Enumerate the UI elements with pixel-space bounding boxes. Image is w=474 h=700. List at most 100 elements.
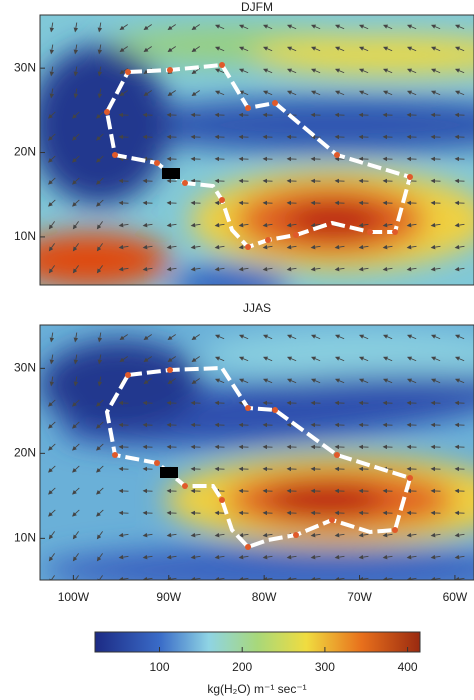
wind-arrow (72, 531, 79, 540)
wind-arrow (190, 244, 201, 250)
wind-arrow (72, 265, 79, 274)
wind-arrow (455, 378, 465, 384)
wind-arrow (167, 46, 176, 53)
marker-box (160, 467, 178, 478)
wind-arrow (430, 532, 441, 538)
wind-arrow (359, 24, 369, 30)
wind-arrow (73, 66, 79, 77)
wind-arrow (454, 266, 465, 272)
wind-arrow (191, 90, 200, 97)
wind-arrow (49, 22, 55, 33)
wind-arrow (72, 575, 79, 580)
wind-arrow (48, 443, 56, 451)
wind-arrow (214, 222, 225, 228)
frame (39, 324, 474, 581)
wind-arrow (287, 24, 297, 30)
wind-arrow (287, 46, 297, 52)
wind-arrow (262, 266, 273, 272)
wind-arrow (72, 243, 79, 252)
wind-arrow (215, 356, 225, 362)
wind-arrow (96, 177, 104, 185)
wind-arrow (358, 244, 369, 250)
wind-arrow (263, 24, 273, 30)
wind-arrow (49, 376, 55, 387)
wind-arrow (166, 244, 177, 250)
wind-arrow (49, 332, 55, 343)
wind-arrow (239, 46, 249, 52)
wind-arrow (119, 68, 128, 75)
wind-arrow (310, 222, 321, 228)
field-jjas (40, 325, 474, 580)
wind-arrow (406, 576, 417, 580)
wind-arrow (97, 66, 103, 77)
wind-arrow (335, 356, 345, 362)
wind-arrow (359, 90, 369, 96)
wind-arrow (286, 266, 297, 272)
wind-arrow (48, 199, 56, 207)
wind-arrow (310, 532, 321, 538)
wind-arrow (311, 378, 321, 384)
wind-arrow (191, 334, 200, 341)
wind-arrow (262, 554, 273, 560)
wind-arrow (407, 334, 417, 340)
wind-arrow (455, 90, 465, 96)
wind-arrow (166, 554, 177, 560)
wind-arrow (73, 354, 79, 365)
wind-arrow (214, 554, 225, 560)
wind-arrow (382, 532, 393, 538)
wind-arrow (359, 334, 369, 340)
colorbar-tick-label: 300 (315, 660, 335, 674)
wind-arrow (118, 244, 129, 250)
wind-arrow (190, 532, 201, 538)
wind-arrow (455, 334, 465, 340)
wind-arrow (49, 44, 55, 55)
route (104, 62, 413, 250)
wind-arrow (287, 334, 297, 340)
wind-arrow (96, 421, 104, 429)
wind-arrow (358, 532, 369, 538)
wind-arrow (191, 68, 200, 75)
wind-arrow (48, 487, 56, 495)
wind-arrow (191, 24, 200, 31)
panel-title: DJFM (241, 0, 273, 14)
wind-arrow (72, 111, 80, 119)
panel-title: JJAS (243, 301, 271, 315)
wind-arrow (359, 378, 369, 384)
wind-arrow (96, 221, 103, 230)
wind-arrow (48, 421, 56, 429)
y-tick-label: 10N (14, 531, 36, 545)
y-tick-label: 30N (14, 60, 36, 74)
wind-arrow (48, 155, 56, 163)
wind-arrow (334, 554, 345, 560)
wind-arrow (49, 354, 55, 365)
wind-arrow (166, 532, 177, 538)
wind-arrow (430, 222, 441, 228)
wind-arrow (454, 222, 465, 228)
wind-arrow (431, 68, 441, 74)
wind-arrow (406, 222, 417, 228)
wind-arrow (96, 465, 104, 473)
wind-arrow (49, 88, 55, 99)
y-tick-label: 20N (14, 145, 36, 159)
wind-arrow (97, 376, 103, 387)
wind-arrow (431, 90, 441, 96)
x-tick-label: 80W (252, 590, 277, 604)
wind-arrow (238, 576, 249, 580)
wind-arrow (287, 90, 297, 96)
wind-arrow (96, 265, 103, 274)
wind-arrow (118, 222, 129, 228)
wind-arrow (239, 334, 249, 340)
wind-arrow (310, 576, 321, 580)
colorbar-tick-label: 100 (149, 660, 169, 674)
wind-arrow (48, 575, 55, 580)
wind-arrow (72, 133, 80, 141)
wind-arrow (215, 24, 225, 30)
wind-arrow (239, 24, 249, 30)
wind-arrow (407, 356, 417, 362)
wind-arrow (119, 356, 128, 363)
wind-arrow (263, 68, 273, 74)
wind-arrow (119, 46, 128, 53)
wind-arrow (48, 553, 55, 562)
colorbar-label: kg(H₂O) m⁻¹ sec⁻¹ (207, 682, 306, 696)
